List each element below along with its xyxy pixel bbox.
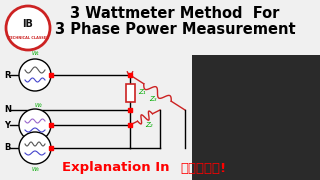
Bar [192, 55, 320, 180]
Text: Y: Y [4, 120, 10, 129]
Text: B: B [4, 143, 10, 152]
Text: हिंदी!: हिंदी! [180, 161, 226, 174]
Text: TECHNICAL CLASSES: TECHNICAL CLASSES [8, 36, 48, 40]
Text: IB: IB [23, 19, 33, 29]
Text: R: R [4, 71, 11, 80]
Text: W₁: W₁ [31, 51, 39, 56]
Text: W₂: W₂ [34, 103, 42, 108]
Bar [125, 84, 134, 102]
Text: N: N [4, 105, 11, 114]
Text: Explanation In: Explanation In [62, 161, 174, 174]
Circle shape [19, 109, 51, 141]
Circle shape [19, 132, 51, 164]
Text: 3 Phase Power Measurement: 3 Phase Power Measurement [55, 22, 295, 37]
Circle shape [6, 6, 50, 50]
Text: Z₂: Z₂ [145, 122, 152, 128]
Circle shape [19, 59, 51, 91]
Text: Z₃: Z₃ [149, 96, 157, 102]
Text: 3 Wattmeter Method  For: 3 Wattmeter Method For [70, 6, 280, 21]
Text: W₃: W₃ [31, 167, 39, 172]
Text: Z₁: Z₁ [138, 89, 146, 96]
